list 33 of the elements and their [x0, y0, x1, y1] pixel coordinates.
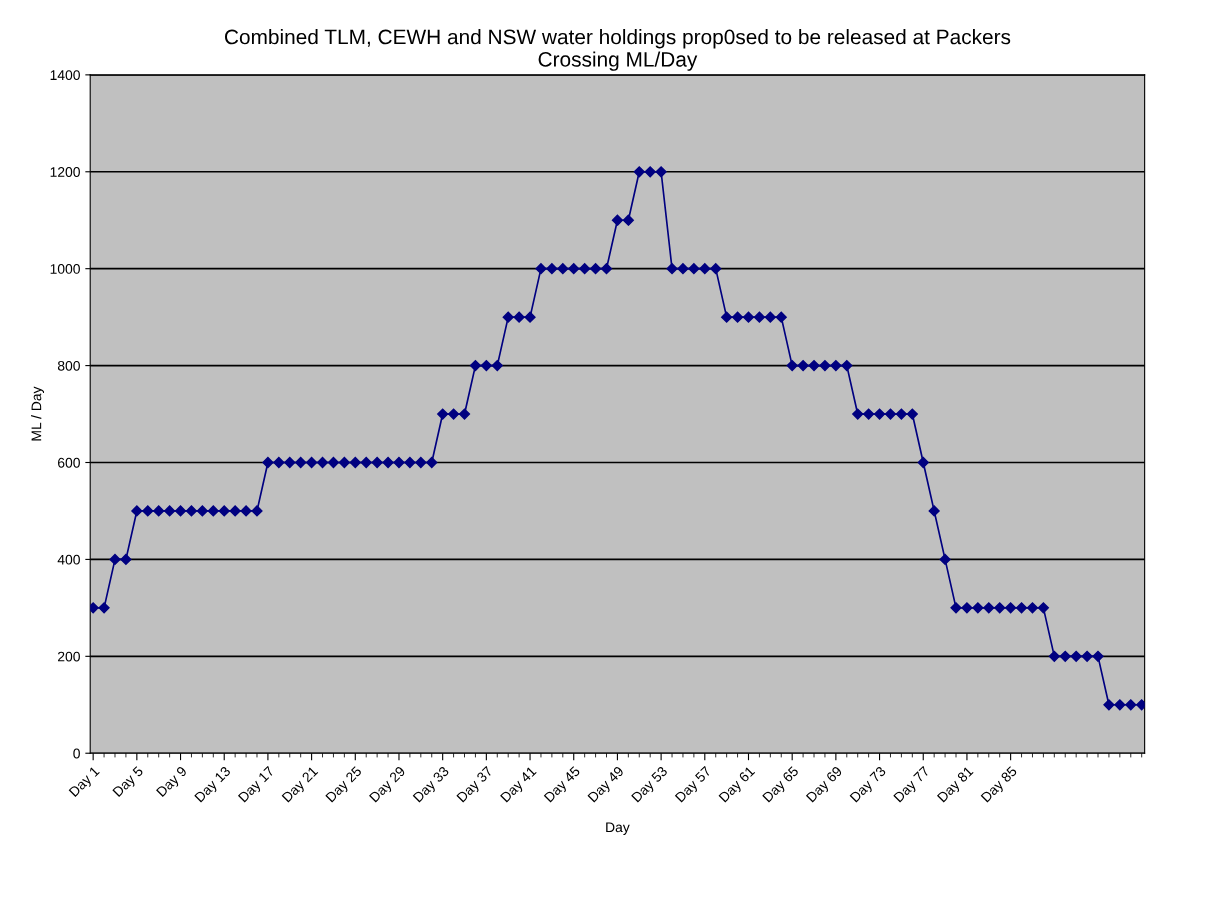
- y-tick-label: 600: [58, 457, 80, 468]
- x-tick-label: Day 49: [587, 765, 627, 805]
- x-tick-label: Day 53: [631, 765, 670, 805]
- x-tick-label: Day 61: [718, 765, 758, 805]
- x-tick-label: Day 33: [412, 765, 452, 805]
- y-tick-label: 200: [58, 651, 80, 662]
- x-tick-label: Day 77: [893, 765, 932, 805]
- y-tick-label: 1400: [50, 70, 80, 81]
- x-tick-label: Day 17: [237, 765, 277, 805]
- chart-title: Combined TLM, CEWH and NSW water holdings prop0sed to be released at Packers Crossing ML/Day: [224, 28, 1011, 71]
- y-tick-label: 800: [57, 360, 80, 371]
- x-tick-label: Day 13: [194, 765, 233, 805]
- x-tick-label: Day 25: [325, 765, 365, 805]
- x-tick-label: Day 81: [936, 765, 976, 805]
- y-tick-label: 1000: [50, 264, 80, 274]
- x-tick-label: Day 41: [500, 765, 539, 805]
- x-tick-label: Day 9: [155, 765, 190, 800]
- x-axis-title: Day: [606, 822, 630, 835]
- x-tick-label: Day 45: [543, 765, 583, 805]
- x-tick-label: Day 73: [849, 765, 889, 805]
- y-tick-label: 0: [73, 748, 80, 759]
- x-tick-label: Day 21: [281, 765, 321, 805]
- x-tick-label: Day 57: [674, 765, 714, 805]
- x-tick-label: Day 65: [762, 765, 801, 805]
- x-tick-label: Day 69: [805, 765, 845, 805]
- y-tick-label: 400: [57, 554, 80, 565]
- x-tick-label: Day 29: [368, 765, 408, 805]
- x-tick-label: Day 37: [456, 765, 496, 805]
- x-tick-label: Day 5: [112, 765, 146, 800]
- y-tick-label: 1200: [50, 167, 80, 177]
- x-tick-label: Day 85: [980, 765, 1020, 805]
- y-axis-title: ML / Day: [31, 386, 45, 441]
- x-tick-label: Day 1: [68, 765, 102, 800]
